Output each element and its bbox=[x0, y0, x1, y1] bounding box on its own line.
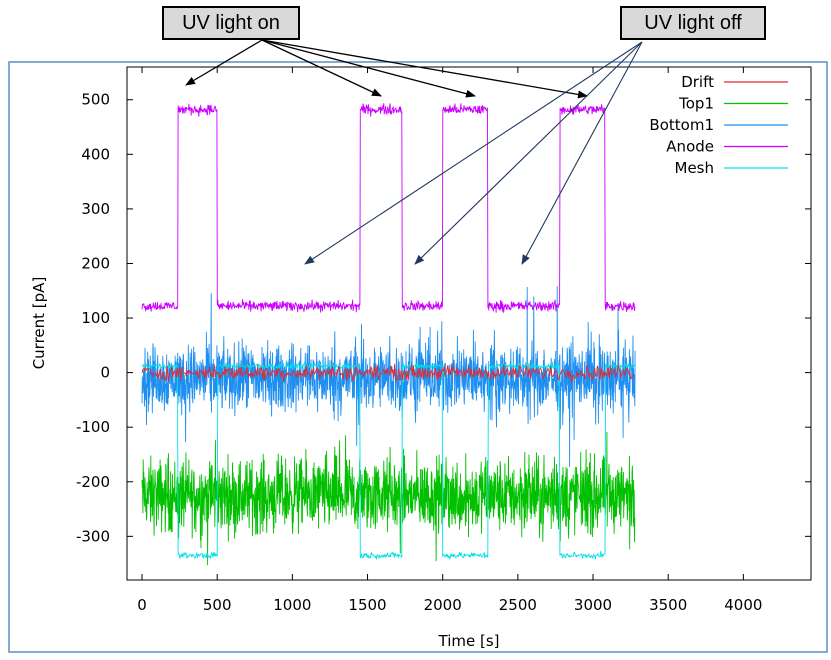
y-tick-label: 500 bbox=[81, 91, 110, 109]
series-line-mesh bbox=[141, 361, 636, 560]
y-tick-label: 0 bbox=[100, 364, 110, 382]
uv-light-off-label: UV light off bbox=[644, 12, 742, 34]
legend-label-anode: Anode bbox=[666, 138, 714, 156]
y-tick-label: 100 bbox=[81, 309, 110, 327]
uv-off-arrow bbox=[414, 41, 643, 265]
uv-on-arrow bbox=[261, 39, 476, 98]
y-tick-label: -100 bbox=[76, 418, 110, 436]
y-tick-label: -200 bbox=[76, 473, 110, 491]
x-tick-label: 0 bbox=[137, 596, 147, 614]
y-tick-label: 400 bbox=[81, 145, 110, 163]
uv-light-off-callout: UV light off bbox=[620, 6, 766, 40]
x-tick-label: 1500 bbox=[348, 596, 386, 614]
legend: Drift Top1 Bottom1 Anode Mesh bbox=[649, 73, 788, 177]
x-tick-label: 1000 bbox=[273, 596, 311, 614]
series-line-anode bbox=[141, 103, 636, 313]
y-axis-label: Current [pA] bbox=[30, 277, 48, 370]
x-axis-label: Time [s] bbox=[438, 632, 500, 650]
legend-label-mesh: Mesh bbox=[675, 159, 715, 177]
axes-layer: 0 500 1000 1500 2000 2500 3000 3500 4000-300-200… bbox=[76, 67, 811, 614]
series-layer bbox=[141, 103, 636, 566]
uv-off-arrow bbox=[521, 41, 643, 265]
uv-light-on-label: UV light on bbox=[182, 12, 280, 34]
series-line-top1 bbox=[141, 431, 636, 566]
y-tick-label: 200 bbox=[81, 254, 110, 272]
uv-on-arrow bbox=[185, 39, 263, 86]
annotation-arrows bbox=[185, 39, 643, 265]
x-tick-label: 3000 bbox=[574, 596, 612, 614]
uv-light-on-callout: UV light on bbox=[162, 6, 300, 40]
y-tick-label: -300 bbox=[76, 527, 110, 545]
x-tick-label: 500 bbox=[203, 596, 232, 614]
legend-label-top1: Top1 bbox=[678, 95, 714, 113]
legend-label-bottom1: Bottom1 bbox=[649, 116, 714, 134]
series-line-drift bbox=[141, 363, 635, 383]
uv-off-arrow bbox=[304, 41, 643, 265]
y-tick-label: 300 bbox=[81, 200, 110, 218]
x-tick-label: 4000 bbox=[724, 596, 762, 614]
uv-on-arrow bbox=[261, 39, 382, 97]
x-tick-label: 2000 bbox=[424, 596, 462, 614]
figure-frame bbox=[8, 61, 828, 653]
x-tick-label: 2500 bbox=[499, 596, 537, 614]
x-tick-label: 3500 bbox=[649, 596, 687, 614]
legend-label-drift: Drift bbox=[681, 73, 714, 91]
uv-on-arrow bbox=[261, 39, 588, 99]
